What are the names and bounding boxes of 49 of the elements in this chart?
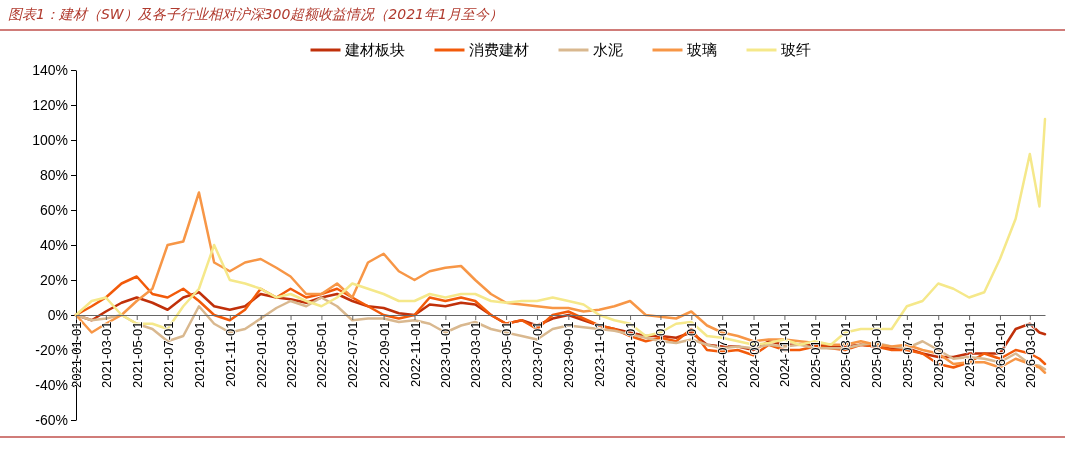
legend-label: 玻璃 (686, 41, 717, 59)
x-tick-label: 2024-03-01 (653, 321, 669, 388)
y-tick-label: 80% (39, 166, 68, 183)
x-tick-label: 2022-07-01 (345, 321, 361, 388)
x-tick-label: 2024-09-01 (746, 321, 762, 388)
x-tick-label: 2021-01-01 (69, 321, 85, 388)
x-tick-label: 2021-07-01 (160, 321, 176, 388)
legend-label: 玻纤 (780, 41, 811, 59)
x-tick-label: 2025-11-01 (962, 321, 978, 388)
x-tick-label: 2022-05-01 (314, 321, 330, 388)
x-tick-label: 2024-07-01 (715, 321, 731, 388)
x-tick-label: 2024-01-01 (623, 321, 639, 388)
x-tick-label: 2025-03-01 (838, 321, 854, 388)
x-tick-label: 2022-11-01 (407, 321, 423, 388)
x-tick-label: 2025-07-01 (899, 321, 915, 388)
x-tick-label: 2023-11-01 (592, 321, 608, 388)
x-tick-label: 2024-11-01 (777, 321, 793, 388)
x-tick-label: 2022-09-01 (376, 321, 392, 388)
x-tick-label: 2023-01-01 (438, 321, 454, 388)
x-tick-label: 2023-03-01 (468, 321, 484, 388)
x-tick-label: 2023-07-01 (530, 321, 546, 388)
y-tick-label: 20% (39, 271, 68, 288)
x-tick-label: 2025-09-01 (931, 321, 947, 388)
y-tick-label: 140% (32, 61, 68, 78)
x-tick-label: 2021-03-01 (98, 321, 114, 388)
y-tick-label: 100% (32, 131, 68, 148)
y-tick-label: 120% (32, 96, 68, 113)
x-tick-label: 2021-11-01 (222, 321, 238, 388)
y-tick-label: 40% (39, 236, 68, 253)
x-tick-label: 2025-01-01 (808, 321, 824, 388)
y-tick-label: -60% (35, 411, 68, 428)
x-tick-label: 2025-05-01 (869, 321, 885, 388)
x-tick-label: 2024-05-01 (684, 321, 700, 388)
x-tick-label: 2021-05-01 (129, 321, 145, 388)
x-tick-label: 2023-09-01 (561, 321, 577, 388)
chart-title: 图表1：建材（SW）及各子行业相对沪深300超额收益情况（2021年1月至今） (8, 6, 503, 22)
y-tick-label: -20% (35, 341, 68, 358)
y-tick-label: 0% (47, 306, 68, 323)
x-tick-label: 2026-01-01 (993, 321, 1009, 388)
y-tick-label: -40% (35, 376, 68, 393)
legend-label: 消费建材 (468, 41, 529, 59)
legend-label: 建材板块 (343, 41, 405, 59)
x-tick-label: 2023-05-01 (499, 321, 515, 388)
x-tick-label: 2022-01-01 (253, 321, 269, 388)
x-tick-label: 2026-03-01 (1022, 321, 1038, 388)
x-tick-label: 2021-09-01 (192, 321, 208, 388)
y-tick-label: 60% (39, 201, 68, 218)
legend-label: 水泥 (592, 41, 623, 59)
x-tick-label: 2022-03-01 (283, 321, 299, 388)
